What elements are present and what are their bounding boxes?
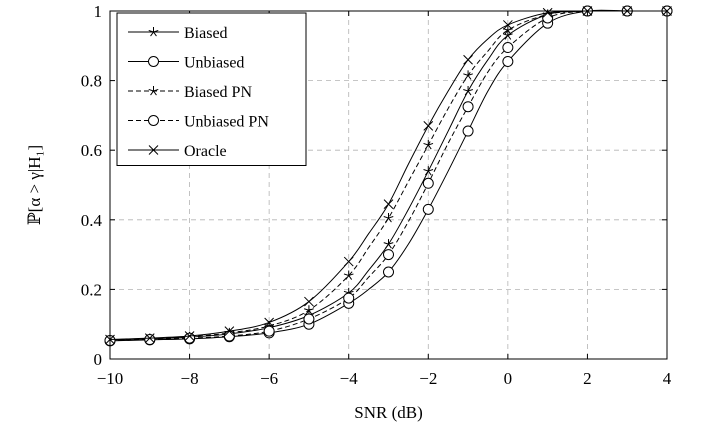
data-point [223, 330, 235, 342]
legend-item: Unbiased [128, 55, 244, 72]
data-point [184, 331, 195, 341]
legend-item: Biased PN [128, 84, 252, 101]
legend-item: Biased [128, 25, 228, 42]
data-point [144, 333, 155, 343]
data-point [463, 86, 473, 96]
data-point [422, 203, 434, 215]
legend-marker [148, 27, 159, 37]
x-tick-label: −8 [181, 369, 199, 388]
legend-box [116, 12, 307, 166]
legend-marker [148, 56, 159, 67]
data-point [383, 239, 394, 249]
legend-label: Unbiased [184, 55, 244, 72]
data-point [264, 317, 274, 328]
legend-item: Unbiased PN [128, 114, 269, 131]
x-tick-label: −10 [97, 369, 124, 388]
data-point [224, 326, 235, 337]
data-point [502, 42, 514, 54]
legend-label: Biased PN [184, 84, 252, 101]
legend-label: Biased [184, 25, 228, 42]
x-axis-label: SNR (dB) [354, 403, 422, 422]
data-point [184, 332, 196, 344]
data-point [383, 199, 394, 209]
data-point [383, 266, 394, 278]
data-point [383, 249, 394, 261]
data-point [542, 7, 553, 18]
data-point [502, 55, 514, 67]
x-tick-label: 2 [583, 369, 592, 388]
plot-frame [109, 10, 668, 360]
data-point [462, 125, 474, 137]
x-tick-label: 0 [504, 369, 513, 388]
x-tick-label: −6 [260, 369, 278, 388]
legend-label: Oracle [184, 143, 227, 160]
y-tick-label: 0.8 [81, 72, 102, 91]
y-tick-label: 0.6 [81, 141, 102, 160]
data-point [343, 256, 354, 267]
data-point [463, 54, 473, 65]
legend-label: Unbiased PN [184, 114, 269, 131]
data-point [383, 213, 394, 223]
y-tick-label: 1 [94, 2, 103, 21]
x-tick-label: −4 [340, 369, 359, 388]
data-point [463, 70, 473, 80]
data-point [423, 120, 434, 131]
data-point [343, 292, 355, 304]
data-point [502, 25, 513, 35]
data-point [144, 334, 156, 346]
data-point [503, 20, 513, 30]
data-point [343, 270, 354, 280]
series-layer [104, 5, 673, 347]
x-tick-label: 4 [663, 369, 672, 388]
x-tick-label: −2 [419, 369, 437, 388]
ticks: −10 −8 −6 −4 −2 0 2 4 0 0.2 0.4 0.6 0.8 1 [81, 2, 672, 388]
y-tick-label: 0 [94, 350, 103, 369]
data-point [423, 166, 434, 176]
legend: Biased Unbiased Biased PN Unbiased PN Oracle [116, 12, 307, 166]
y-axis-label: ℙ[α > γ|H₁] [25, 145, 44, 225]
data-point [304, 305, 314, 315]
y-tick-label: 0.4 [81, 211, 103, 230]
data-point [263, 325, 275, 337]
legend-item: Oracle [128, 143, 227, 160]
legend-marker [148, 145, 159, 155]
legend-marker [148, 115, 159, 126]
legend-marker [148, 86, 159, 96]
data-point [304, 296, 314, 307]
legend-items: Biased Unbiased Biased PN Unbiased PN Oracle [128, 25, 269, 160]
data-point [502, 30, 513, 40]
data-point [303, 313, 315, 325]
data-point [462, 101, 474, 113]
y-tick-label: 0.2 [81, 280, 102, 299]
data-point [423, 139, 434, 150]
data-point [542, 12, 554, 24]
data-point [422, 177, 434, 189]
